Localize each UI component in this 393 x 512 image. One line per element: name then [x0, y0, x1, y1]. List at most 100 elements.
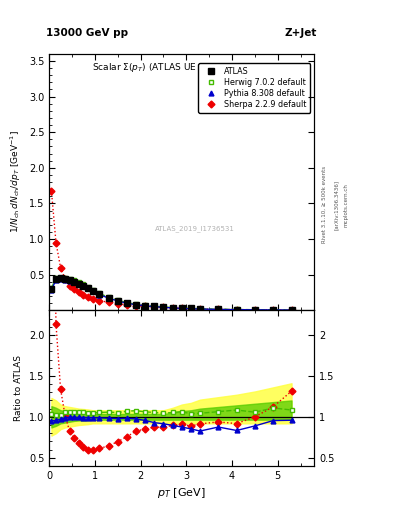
Sherpa 2.2.9 default: [58, 265, 63, 271]
Y-axis label: $1/N_\mathrm{ch}\,dN_\mathrm{ch}/dp_T$ [GeV$^{-1}$]: $1/N_\mathrm{ch}\,dN_\mathrm{ch}/dp_T$ […: [9, 131, 23, 233]
Herwig 7.0.2 default: [53, 275, 58, 281]
Pythia 8.308 default: [49, 287, 54, 293]
ATLAS: [63, 276, 68, 283]
Pythia 8.308 default: [189, 306, 193, 312]
X-axis label: $p_T$ [GeV]: $p_T$ [GeV]: [158, 486, 206, 500]
Pythia 8.308 default: [116, 298, 120, 304]
ATLAS: [253, 307, 257, 313]
Pythia 8.308 default: [106, 295, 111, 301]
Herwig 7.0.2 default: [189, 305, 193, 311]
Text: Z+Jet: Z+Jet: [285, 28, 317, 38]
ATLAS: [67, 278, 72, 284]
Pythia 8.308 default: [143, 303, 147, 309]
Herwig 7.0.2 default: [152, 303, 157, 309]
ATLAS: [152, 303, 157, 309]
Sherpa 2.2.9 default: [189, 306, 193, 312]
ATLAS: [72, 279, 77, 285]
Pythia 8.308 default: [134, 302, 138, 308]
ATLAS: [58, 275, 63, 282]
Herwig 7.0.2 default: [67, 275, 72, 282]
Herwig 7.0.2 default: [170, 305, 175, 311]
ATLAS: [49, 286, 54, 292]
Herwig 7.0.2 default: [106, 294, 111, 300]
Herwig 7.0.2 default: [161, 304, 166, 310]
Herwig 7.0.2 default: [180, 305, 184, 311]
Pythia 8.308 default: [125, 300, 129, 306]
Sherpa 2.2.9 default: [67, 283, 72, 289]
ATLAS: [77, 281, 81, 287]
Sherpa 2.2.9 default: [253, 307, 257, 313]
Line: Sherpa 2.2.9 default: Sherpa 2.2.9 default: [49, 188, 294, 312]
ATLAS: [81, 283, 86, 289]
Text: 13000 GeV pp: 13000 GeV pp: [46, 28, 129, 38]
Sherpa 2.2.9 default: [289, 307, 294, 313]
ATLAS: [170, 305, 175, 311]
Text: ATLAS_2019_I1736531: ATLAS_2019_I1736531: [155, 225, 235, 231]
ATLAS: [90, 288, 95, 294]
Sherpa 2.2.9 default: [198, 306, 202, 312]
Pythia 8.308 default: [289, 307, 294, 313]
Sherpa 2.2.9 default: [116, 301, 120, 307]
Herwig 7.0.2 default: [97, 290, 102, 296]
Pythia 8.308 default: [63, 276, 68, 283]
Sherpa 2.2.9 default: [234, 307, 239, 313]
ATLAS: [86, 285, 90, 291]
Herwig 7.0.2 default: [289, 307, 294, 313]
ATLAS: [198, 306, 202, 312]
Text: [arXiv:1306.3436]: [arXiv:1306.3436]: [334, 180, 338, 230]
ATLAS: [216, 306, 221, 312]
Pythia 8.308 default: [72, 279, 77, 285]
Sherpa 2.2.9 default: [90, 296, 95, 302]
Sherpa 2.2.9 default: [161, 305, 166, 311]
Sherpa 2.2.9 default: [63, 276, 68, 282]
ATLAS: [125, 300, 129, 306]
Pythia 8.308 default: [58, 276, 63, 283]
Herwig 7.0.2 default: [198, 306, 202, 312]
Y-axis label: Ratio to ATLAS: Ratio to ATLAS: [14, 355, 23, 421]
Sherpa 2.2.9 default: [77, 289, 81, 295]
Line: ATLAS: ATLAS: [49, 275, 294, 313]
Pythia 8.308 default: [86, 285, 90, 291]
Pythia 8.308 default: [198, 306, 202, 312]
Pythia 8.308 default: [170, 305, 175, 311]
Pythia 8.308 default: [67, 278, 72, 284]
Pythia 8.308 default: [97, 291, 102, 297]
Herwig 7.0.2 default: [125, 300, 129, 306]
Sherpa 2.2.9 default: [216, 306, 221, 312]
Line: Pythia 8.308 default: Pythia 8.308 default: [49, 277, 294, 312]
Text: Scalar $\Sigma(p_T)$ (ATLAS UE in $Z$ production): Scalar $\Sigma(p_T)$ (ATLAS UE in $Z$ pr…: [92, 61, 272, 74]
ATLAS: [189, 305, 193, 311]
ATLAS: [106, 295, 111, 301]
Pythia 8.308 default: [234, 307, 239, 313]
Herwig 7.0.2 default: [234, 306, 239, 312]
Sherpa 2.2.9 default: [97, 297, 102, 304]
Sherpa 2.2.9 default: [49, 187, 54, 194]
Line: Herwig 7.0.2 default: Herwig 7.0.2 default: [49, 275, 294, 312]
Pythia 8.308 default: [216, 306, 221, 312]
Herwig 7.0.2 default: [143, 302, 147, 308]
ATLAS: [271, 307, 275, 313]
Pythia 8.308 default: [90, 288, 95, 294]
Pythia 8.308 default: [77, 281, 81, 287]
Herwig 7.0.2 default: [134, 301, 138, 307]
Herwig 7.0.2 default: [72, 277, 77, 283]
Herwig 7.0.2 default: [116, 297, 120, 303]
ATLAS: [97, 291, 102, 297]
ATLAS: [143, 303, 147, 309]
Herwig 7.0.2 default: [90, 287, 95, 293]
Sherpa 2.2.9 default: [143, 303, 147, 309]
Sherpa 2.2.9 default: [81, 292, 86, 298]
Pythia 8.308 default: [161, 304, 166, 310]
Sherpa 2.2.9 default: [134, 303, 138, 309]
Sherpa 2.2.9 default: [106, 299, 111, 305]
Pythia 8.308 default: [81, 283, 86, 289]
Herwig 7.0.2 default: [58, 274, 63, 281]
Pythia 8.308 default: [152, 304, 157, 310]
ATLAS: [234, 307, 239, 313]
Sherpa 2.2.9 default: [180, 305, 184, 311]
Herwig 7.0.2 default: [63, 274, 68, 281]
Herwig 7.0.2 default: [81, 281, 86, 287]
Herwig 7.0.2 default: [49, 285, 54, 291]
Pythia 8.308 default: [53, 277, 58, 283]
Herwig 7.0.2 default: [86, 284, 90, 290]
